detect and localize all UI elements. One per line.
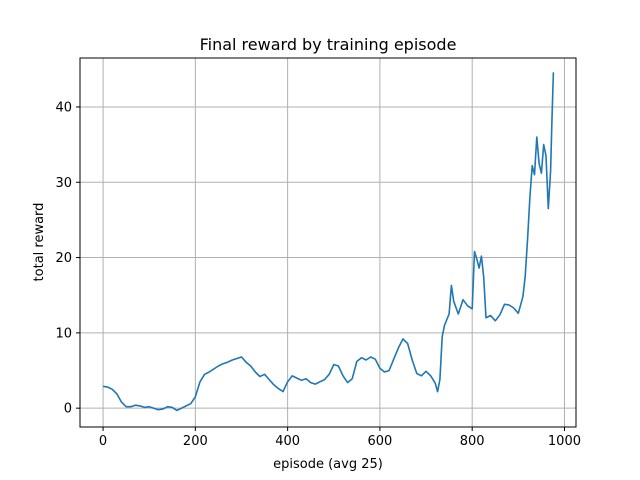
y-tick-label: 20: [55, 251, 72, 266]
x-tick-label: 0: [99, 434, 107, 449]
reward-series-line: [102, 72, 555, 412]
x-tick-label: 1000: [548, 434, 581, 449]
x-tick-label: 200: [183, 434, 208, 449]
y-tick-label: 0: [64, 402, 72, 417]
series-layer: [102, 72, 555, 412]
x-tick-label: 600: [367, 434, 392, 449]
x-axis-ticks: 0 200 400 600 800 1000: [99, 427, 581, 449]
y-axis-title: total reward: [32, 203, 47, 282]
y-tick-label: 40: [55, 100, 72, 115]
chart-title: Final reward by training episode: [200, 35, 457, 54]
y-axis-ticks: 0 10 20 30 40: [55, 100, 80, 417]
x-tick-label: 800: [460, 434, 485, 449]
y-tick-label: 10: [55, 326, 72, 341]
grid-lines: [80, 58, 576, 427]
x-axis-title: episode (avg 25): [273, 457, 383, 472]
x-tick-label: 400: [275, 434, 300, 449]
y-tick-label: 30: [55, 176, 72, 191]
plot-frame: [79, 57, 577, 428]
